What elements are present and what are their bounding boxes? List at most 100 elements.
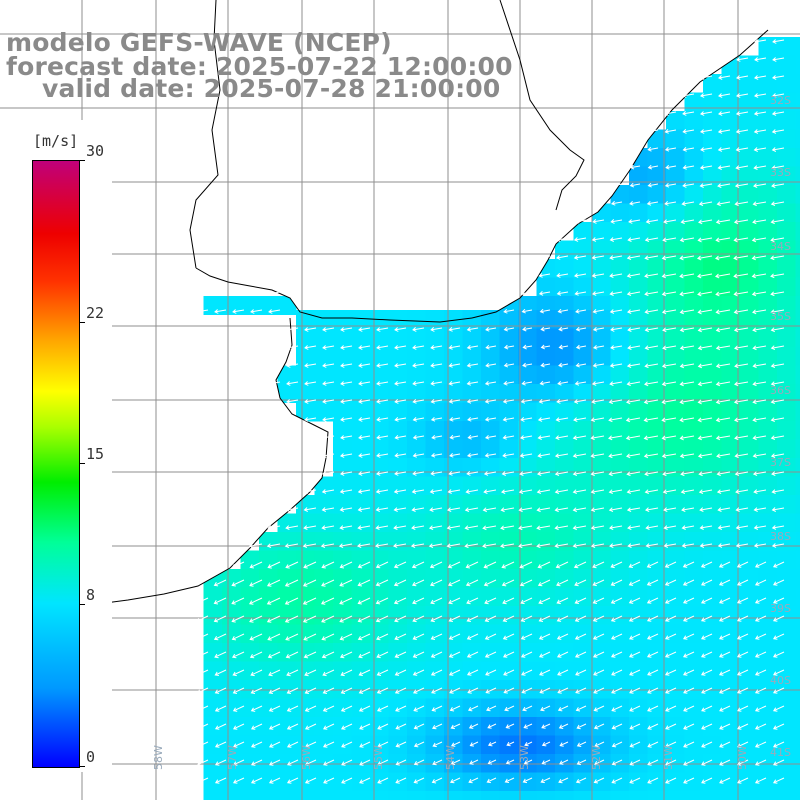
wind-arrow (250, 741, 263, 748)
field-cell (277, 384, 297, 403)
wind-arrow (521, 380, 533, 386)
wind-arrow (430, 345, 443, 350)
wind-arrow (268, 687, 281, 694)
wind-arrow (541, 741, 551, 747)
field-cell (536, 661, 556, 681)
field-cell (222, 791, 241, 800)
field-cell (777, 328, 796, 348)
wind-arrow (626, 399, 641, 405)
field-cell (758, 92, 778, 112)
field-cell (610, 421, 630, 440)
wind-arrow (683, 705, 695, 712)
field-cell (795, 129, 800, 149)
wind-arrow (772, 687, 785, 694)
field-cell (703, 148, 722, 167)
field-cell (703, 513, 722, 533)
wind-arrow (752, 201, 767, 207)
field-cell (499, 735, 519, 755)
field-cell (333, 384, 352, 403)
wind-arrow (701, 687, 713, 694)
field-cell (703, 550, 722, 570)
wind-arrow (393, 525, 407, 530)
field-cell (444, 347, 463, 366)
field-cell (536, 421, 556, 440)
wind-arrow (733, 237, 749, 243)
wind-arrow (503, 687, 515, 694)
wind-arrow (250, 777, 263, 784)
field-cell (684, 569, 704, 588)
wind-arrow (772, 651, 785, 658)
wind-arrow (358, 345, 371, 350)
wind-arrow (537, 453, 551, 458)
field-cell (425, 661, 445, 681)
field-cell (758, 365, 778, 385)
field-cell (610, 624, 630, 644)
field-cell (314, 791, 334, 800)
field-cell (388, 402, 408, 422)
field-cell (758, 698, 778, 718)
field-cell (481, 587, 500, 607)
wind-arrow (628, 579, 641, 586)
wind-arrow (393, 543, 407, 549)
field-cell (684, 259, 704, 278)
field-cell (758, 129, 778, 149)
field-cell (425, 421, 445, 440)
field-cell (555, 402, 574, 422)
wind-arrow (430, 327, 443, 332)
wind-arrow (304, 687, 317, 694)
colorbar-tick-mark (79, 604, 85, 606)
wind-arrow (503, 669, 515, 676)
field-cell (277, 513, 297, 533)
wind-arrow (590, 435, 605, 441)
wind-arrow (592, 561, 605, 569)
field-cell (777, 476, 796, 496)
wind-arrow (574, 273, 587, 278)
wind-arrow (679, 237, 695, 243)
wind-arrow (682, 651, 695, 658)
wind-arrow (700, 561, 713, 568)
field-cell (592, 310, 611, 329)
wind-arrow (752, 309, 767, 315)
wind-arrow (593, 777, 605, 784)
field-cell (314, 698, 334, 718)
wind-arrow (213, 579, 227, 587)
wind-arrow (232, 723, 245, 730)
field-cell (314, 587, 334, 607)
wind-arrow (449, 687, 461, 694)
field-cell (388, 569, 408, 588)
field-cell (518, 402, 537, 422)
wind-arrow (196, 651, 209, 659)
field-cell (481, 495, 500, 514)
field-cell (721, 277, 741, 297)
wind-arrow (593, 723, 605, 730)
field-cell (536, 772, 556, 792)
field-cell (703, 310, 722, 329)
wind-arrow (592, 597, 605, 604)
field-cell (740, 129, 759, 149)
wind-arrow (214, 723, 227, 730)
field-cell (462, 310, 482, 329)
field-cell (666, 148, 685, 167)
wind-arrow (754, 615, 767, 622)
field-cell (314, 606, 334, 625)
wind-arrow (754, 705, 767, 712)
wind-arrow (625, 417, 641, 423)
colorbar-tick-label: 0 (86, 748, 96, 766)
field-cell (647, 203, 667, 223)
field-cell (758, 111, 778, 130)
field-cell (203, 606, 223, 625)
wind-arrow (268, 723, 281, 730)
wind-arrow (322, 669, 335, 677)
field-cell (740, 421, 759, 440)
field-cell (777, 606, 796, 625)
field-cell (647, 384, 667, 403)
field-cell (536, 735, 556, 755)
field-cell (684, 148, 704, 167)
wind-arrow (592, 291, 605, 296)
wind-arrow (665, 705, 677, 712)
wind-arrow (627, 327, 641, 332)
wind-arrow (753, 147, 767, 152)
wind-arrow (628, 219, 641, 224)
field-cell (407, 384, 426, 403)
wind-arrow (541, 759, 551, 765)
